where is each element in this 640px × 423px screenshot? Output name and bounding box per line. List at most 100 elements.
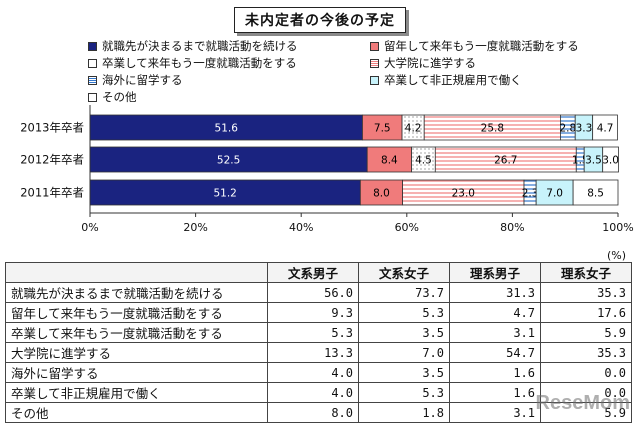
legend-label-2: 卒業して来年もう一度就職活動をする: [102, 56, 297, 70]
bar-segment: [359, 179, 403, 206]
x-tick-label: 40%: [289, 221, 313, 234]
legend-swatch-2: [88, 58, 97, 68]
table-cell: 5.9: [540, 322, 632, 343]
table-header-cell: 理系女子: [540, 262, 632, 283]
bar-segment: [434, 146, 577, 173]
data-label: 7.0: [546, 188, 563, 200]
legend-item-3: 大学院に進学する: [370, 55, 476, 71]
legend-swatch-5: [370, 75, 379, 85]
legend-item-4: 海外に留学する: [88, 72, 183, 88]
table-row: 大学院に進学する 13.3 7.0 54.7 35.3: [5, 342, 632, 363]
row-label: 卒業して来年もう一度就職活動をする: [5, 322, 268, 343]
data-label: 26.7: [494, 155, 517, 167]
legend-swatch-3: [370, 58, 379, 68]
x-tick-label: 20%: [183, 221, 207, 234]
stacked-bar-chart: 51.6 7.5 4.2 25.8 2.8 3.3 4.752.5 8.4 4.5 26.7 1.5…: [20, 105, 634, 234]
legend-label-5: 卒業して非正規雇用で働く: [384, 73, 522, 87]
table-cell: 3.5: [358, 322, 450, 343]
table-row: その他 8.0 1.8 3.1 5.9: [5, 402, 632, 423]
data-label: 51.6: [215, 123, 239, 135]
data-label: 2.8: [559, 123, 576, 135]
table-header-row: 文系男子 文系女子 理系男子 理系女子: [5, 262, 632, 283]
row-label: 留年して来年もう一度就職活動をする: [5, 302, 268, 323]
legend-label-3: 大学院に進学する: [384, 56, 476, 70]
legend-swatch-6: [88, 92, 97, 102]
table-cell: 4.7: [449, 302, 541, 323]
table-row: 海外に留学する 4.0 3.5 1.6 0.0: [5, 362, 632, 383]
x-tick-label: 80%: [500, 221, 524, 234]
category-label: 2013年卒者: [20, 121, 84, 135]
table-header-cell: 理系男子: [449, 262, 541, 283]
watermark-logo: ReseMom: [535, 392, 630, 414]
data-label: 52.5: [217, 155, 240, 167]
data-label: 3.5: [585, 155, 602, 167]
table-cell: 0.0: [540, 362, 632, 383]
row-label: 大学院に進学する: [5, 342, 268, 363]
legend-swatch-0: [88, 41, 97, 51]
table-row: 就職先が決まるまで就職活動を続ける 56.0 73.7 31.3 35.3: [5, 282, 632, 303]
table-cell: 3.5: [358, 362, 450, 383]
data-label: 51.2: [213, 188, 236, 200]
legend-item-5: 卒業して非正規雇用で働く: [370, 72, 522, 88]
data-label: 4.2: [405, 123, 422, 135]
table-cell: 54.7: [449, 342, 541, 363]
table-cell: 3.1: [449, 322, 541, 343]
bars-layer: 51.6 7.5 4.2 25.8 2.8 3.3 4.752.5 8.4 4.5 26.7 1.5…: [89, 114, 619, 206]
table-header-cell: 文系女子: [358, 262, 450, 283]
data-label: 8.0: [373, 188, 390, 200]
legend-swatch-1: [370, 41, 379, 51]
table-row: 卒業して来年もう一度就職活動をする 5.3 3.5 3.1 5.9: [5, 322, 632, 343]
data-label: 4.5: [415, 155, 432, 167]
table-cell: 3.1: [449, 402, 541, 423]
table-cell: 4.0: [267, 362, 359, 383]
table-cell: 73.7: [358, 282, 450, 303]
legend-label-6: その他: [102, 90, 137, 104]
data-label: 25.8: [481, 123, 504, 135]
table-cell: 8.0: [267, 402, 359, 423]
table-cell: 5.3: [267, 322, 359, 343]
data-label: 8.5: [587, 188, 604, 200]
legend-item-1: 留年して来年もう一度就職活動をする: [370, 38, 579, 54]
bar-segment: [89, 114, 363, 141]
bar-segment: [592, 114, 618, 141]
x-tick-label: 60%: [395, 221, 419, 234]
table-cell: 4.0: [267, 382, 359, 403]
legend-label-0: 就職先が決まるまで就職活動を続ける: [102, 39, 298, 53]
table-cell: 17.6: [540, 302, 632, 323]
bar-segment: [362, 114, 403, 141]
category-label: 2012年卒者: [20, 153, 84, 167]
table-row: 卒業して非正規雇用で働く 4.0 5.3 1.6 0.0: [5, 382, 632, 403]
table-cell: 1.6: [449, 382, 541, 403]
table-cell: 9.3: [267, 302, 359, 323]
data-label: 3.3: [576, 123, 593, 135]
legend-item-0: 就職先が決まるまで就職活動を続ける: [88, 38, 298, 54]
table-header-cell: [5, 262, 268, 283]
data-label: 4.7: [597, 123, 614, 135]
bar-segment: [535, 179, 574, 206]
table-cell: 1.8: [358, 402, 450, 423]
row-label: 海外に留学する: [5, 362, 268, 383]
table-row: 留年して来年もう一度就職活動をする 9.3 5.3 4.7 17.6: [5, 302, 632, 323]
row-label: 卒業して非正規雇用で働く: [5, 382, 268, 403]
table-cell: 7.0: [358, 342, 450, 363]
data-label: 2.3: [522, 188, 539, 200]
data-label: 3.0: [602, 155, 619, 167]
legend-swatch-4: [88, 75, 97, 85]
data-label: 8.4: [381, 155, 398, 167]
table-cell: 31.3: [449, 282, 541, 303]
table-cell: 5.3: [358, 382, 450, 403]
table-cell: 13.3: [267, 342, 359, 363]
table-cell: 1.6: [449, 362, 541, 383]
legend-item-6: その他: [88, 89, 137, 105]
row-label: その他: [5, 402, 268, 423]
table-header-cell: 文系男子: [267, 262, 359, 283]
table-cell: 5.3: [358, 302, 450, 323]
table-cell: 56.0: [267, 282, 359, 303]
bar-segment: [89, 146, 368, 173]
category-label: 2011年卒者: [20, 186, 84, 200]
table-cell: 35.3: [540, 282, 632, 303]
data-table: 文系男子 文系女子 理系男子 理系女子 就職先が決まるまで就職活動を続ける 56…: [5, 262, 632, 423]
data-label: 23.0: [452, 188, 475, 200]
legend-label-1: 留年して来年もう一度就職活動をする: [384, 39, 579, 53]
table-cell: 35.3: [540, 342, 632, 363]
